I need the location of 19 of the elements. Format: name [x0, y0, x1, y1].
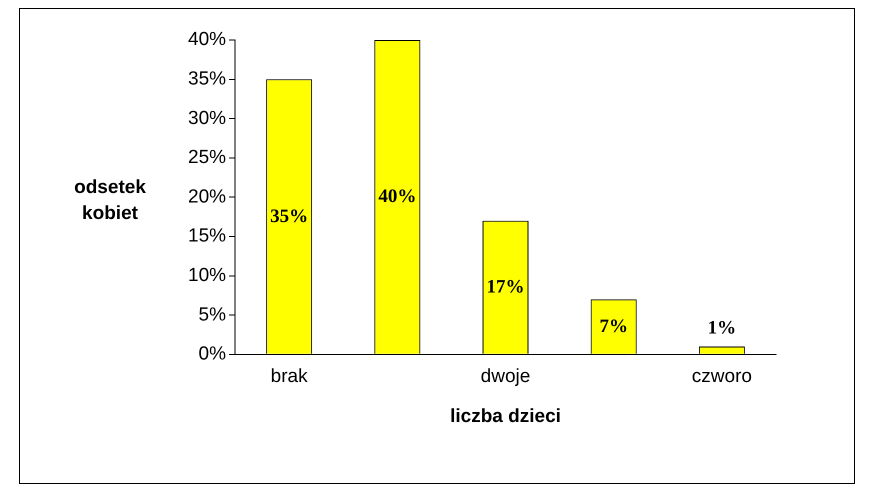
y-axis-title: odsetek kobiet — [73, 176, 147, 226]
y-tick-label: 5% — [198, 304, 226, 326]
data-label: 1% — [708, 317, 736, 338]
x-tick-label: czworo — [692, 366, 752, 388]
data-label: 35% — [270, 206, 308, 227]
y-tick-label: 30% — [188, 108, 226, 129]
data-label: 40% — [378, 186, 416, 208]
x-axis-title: liczba dzieci — [450, 406, 561, 427]
data-label: 17% — [486, 276, 525, 298]
y-tick-label: 35% — [188, 68, 226, 90]
y-tick-label: 40% — [188, 29, 226, 50]
y-tick-label: 15% — [188, 226, 226, 247]
x-tick-label: brak — [270, 366, 308, 388]
data-label: 7% — [599, 316, 628, 337]
x-tick-label: dwoje — [480, 366, 530, 388]
y-tick-label: 20% — [188, 186, 226, 208]
y-tick-label: 10% — [188, 265, 226, 286]
y-tick-label: 25% — [188, 147, 226, 168]
y-tick-label: 0% — [198, 344, 226, 365]
